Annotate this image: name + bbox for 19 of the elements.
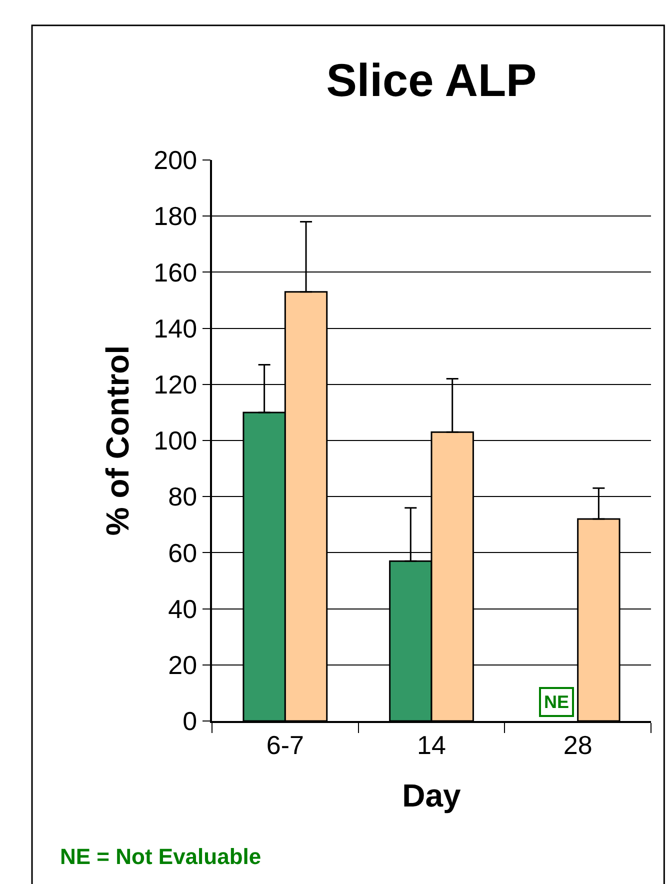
y-tick-label: 200 <box>154 145 198 176</box>
x-axis-title: Day <box>402 777 462 814</box>
y-tick-label: 20 <box>168 650 198 680</box>
y-tick-label: 100 <box>154 426 198 456</box>
y-axis-title: % of Control <box>99 345 136 536</box>
y-tick-label: 140 <box>154 313 198 344</box>
y-tick-label: 160 <box>154 257 198 288</box>
annotation: NE <box>544 692 570 712</box>
y-tick-label: 180 <box>154 201 198 232</box>
y-tick-label: 120 <box>154 370 198 400</box>
y-tick-label: 80 <box>168 482 198 512</box>
chart-title: Slice ALP <box>326 54 537 106</box>
y-tick-label: 60 <box>168 538 198 568</box>
x-tick-label: 6-7 <box>266 730 304 760</box>
text: NE = Not Evaluable <box>60 844 262 869</box>
x-tick-label: 14 <box>417 730 446 760</box>
x-tick-label: 28 <box>563 730 592 760</box>
y-tick-label: 40 <box>168 594 198 624</box>
y-tick-label: 0 <box>182 706 198 736</box>
